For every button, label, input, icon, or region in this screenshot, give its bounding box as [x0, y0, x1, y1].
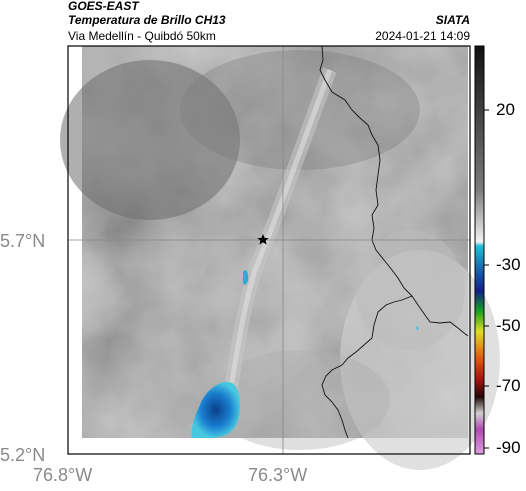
- colorbar: [474, 45, 485, 455]
- cold-cloud-dot: [416, 326, 419, 331]
- lat-tick-label: 5.7°N: [0, 231, 46, 251]
- product-title: Temperatura de Brillo CH13: [68, 13, 226, 27]
- colorbar-label: -30: [496, 255, 521, 274]
- cold-cloud-spot: [243, 270, 249, 285]
- boundary-lines: [319, 45, 469, 439]
- colorbar-label: 20: [496, 100, 515, 119]
- satellite-imagery: [60, 46, 500, 470]
- colorbar-ticks: [484, 109, 489, 449]
- datetime-label: 2024-01-21 14:09: [375, 29, 470, 43]
- organization-label: SIATA: [435, 13, 470, 27]
- cold-cloud-region: [191, 381, 240, 438]
- colorbar-label: -70: [496, 376, 521, 395]
- lon-tick-label: 76.8°W: [33, 465, 93, 485]
- lat-tick-label: 5.2°N: [0, 445, 46, 465]
- colorbar-label: -90: [496, 438, 521, 457]
- route-subtitle: Via Medellín - Quibdó 50km: [68, 29, 216, 43]
- map-border: [67, 45, 471, 455]
- star-icon: [257, 234, 269, 245]
- colorbar-label: -50: [496, 316, 521, 335]
- satellite-name: GOES-EAST: [68, 0, 139, 13]
- lon-tick-label: 76.3°W: [248, 465, 308, 485]
